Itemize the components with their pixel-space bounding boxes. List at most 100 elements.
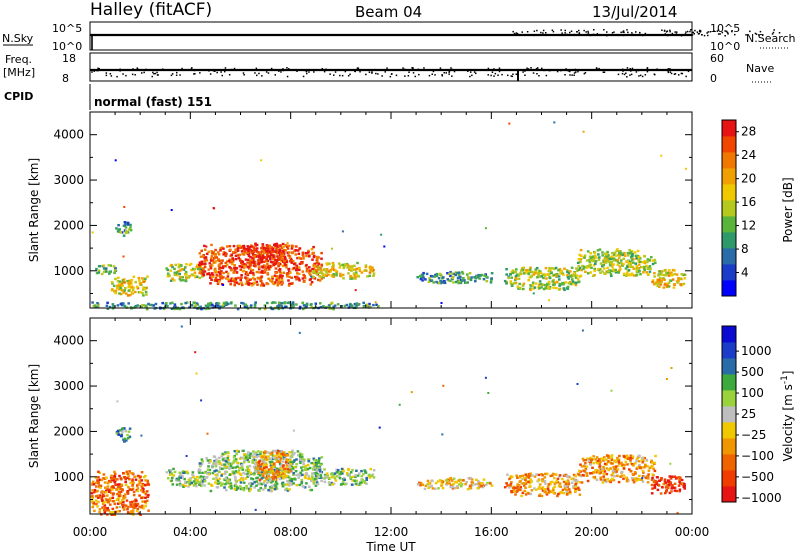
echo-cell <box>611 265 614 269</box>
echo-cell <box>318 457 321 460</box>
echo-cell <box>650 256 653 259</box>
echo-cell <box>266 266 270 269</box>
echo-cell <box>604 480 608 483</box>
freq-dot <box>265 71 268 73</box>
echo-cell <box>648 259 651 262</box>
echo-cell <box>167 274 171 277</box>
echo-cell <box>531 474 534 477</box>
echo-cell <box>295 473 298 477</box>
echo-cell <box>598 465 602 468</box>
echo-cell <box>452 482 455 486</box>
echo-cell <box>336 303 340 306</box>
echo-cell <box>617 253 620 257</box>
echo-cell <box>480 482 483 485</box>
echo-cell <box>302 257 305 260</box>
echo-cell <box>525 271 529 274</box>
echo-cell <box>521 269 524 272</box>
echo-cell <box>546 485 550 488</box>
nsky-dot <box>759 30 762 33</box>
echo-cell <box>557 475 561 478</box>
echo-cell <box>215 256 219 259</box>
freq-dot <box>678 74 680 76</box>
freq-dot <box>482 69 484 71</box>
echo-cell <box>245 454 249 457</box>
echo-cell <box>302 304 306 307</box>
echo-cell <box>365 482 368 485</box>
echo-cell <box>325 274 328 277</box>
echo-cell <box>380 233 383 236</box>
echo-cell <box>124 429 128 432</box>
echo-cell <box>221 482 225 485</box>
echo-cell <box>301 277 305 280</box>
echo-cell <box>91 496 95 500</box>
echo-cell <box>461 279 464 282</box>
echo-cell <box>196 303 199 306</box>
echo-cell <box>315 476 318 479</box>
echo-cell <box>599 476 602 479</box>
echo-cell <box>631 472 635 476</box>
echo-cell <box>457 271 461 274</box>
echo-cell <box>218 280 221 283</box>
echo-cell <box>668 482 671 485</box>
echo-cell <box>618 269 621 272</box>
freq-dot <box>374 68 376 71</box>
echo-cell <box>267 468 271 471</box>
echo-cell <box>234 251 238 254</box>
echo-cell <box>603 272 606 275</box>
echo-cell <box>277 256 280 259</box>
echo-cell <box>663 278 666 281</box>
freq-dot <box>395 74 398 77</box>
echo-cell <box>538 494 541 497</box>
echo-cell <box>252 261 256 264</box>
echo-cell <box>578 266 582 270</box>
echo-cell <box>643 466 646 469</box>
echo-cell <box>141 490 145 493</box>
echo-cell <box>607 460 610 463</box>
echo-cell <box>113 290 116 293</box>
echo-cell <box>241 263 244 266</box>
echo-cell <box>224 303 227 306</box>
echo-cell <box>126 221 130 225</box>
echo-cell <box>271 472 275 475</box>
echo-cell <box>254 458 257 462</box>
echo-cell <box>559 491 562 494</box>
echo-cell <box>240 276 243 279</box>
echo-cell <box>184 301 187 305</box>
echo-cell <box>614 465 618 468</box>
echo-cell <box>335 270 339 273</box>
echo-cell <box>553 492 557 495</box>
echo-cell <box>371 266 374 269</box>
echo-cell <box>90 492 94 495</box>
echo-cell <box>630 258 634 261</box>
echo-cell <box>644 463 647 466</box>
echo-cell <box>424 484 428 487</box>
echo-cell <box>518 282 521 286</box>
echo-cell <box>257 266 261 269</box>
echo-cell <box>300 262 304 265</box>
echo-cell <box>288 468 292 472</box>
echo-cell <box>639 273 642 276</box>
echo-cell <box>680 478 684 482</box>
echo-cell <box>109 491 113 495</box>
echo-cell <box>320 479 323 483</box>
freq-dot <box>641 75 644 78</box>
echo-cell <box>290 479 294 483</box>
echo-cell <box>650 459 653 462</box>
echo-cell <box>122 500 125 504</box>
echo-cell <box>142 280 145 283</box>
echo-cell <box>219 276 222 279</box>
echo-cell <box>537 473 541 477</box>
echo-cell <box>90 500 94 503</box>
nsky-dot <box>631 32 633 34</box>
freq-dot <box>574 68 576 71</box>
echo-cell <box>535 473 538 476</box>
echo-cell <box>276 469 279 473</box>
echo-cell <box>578 488 581 491</box>
echo-cell <box>284 461 288 464</box>
echo-cell <box>229 482 233 485</box>
echo-cell <box>221 473 224 476</box>
echo-cell <box>270 481 273 484</box>
colorbar-tick-label: 8 <box>741 242 749 256</box>
echo-cell <box>115 227 118 230</box>
echo-cell <box>120 283 124 286</box>
